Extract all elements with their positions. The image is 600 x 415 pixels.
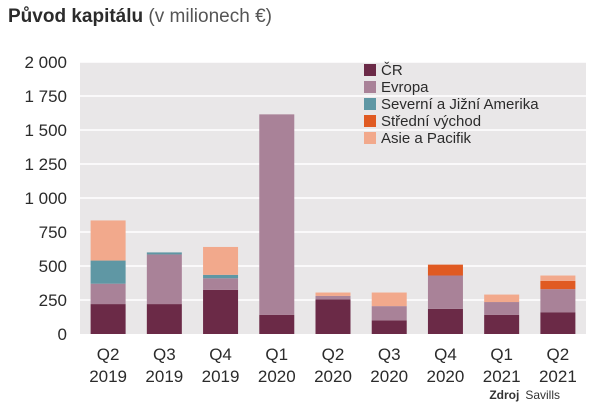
- x-tick-label-quarter: Q2: [547, 345, 570, 364]
- bar-segment: [259, 314, 295, 334]
- legend-label: Evropa: [381, 79, 429, 96]
- y-tick-label: 0: [58, 325, 67, 344]
- y-tick-label: 250: [39, 291, 67, 310]
- bar-segment: [371, 292, 407, 307]
- y-tick-label: 500: [39, 257, 67, 276]
- bar-segment: [203, 278, 239, 290]
- bar-segment: [427, 264, 463, 276]
- y-tick-label: 1 750: [24, 87, 67, 106]
- legend-swatch: [364, 64, 376, 76]
- y-tick-label: 1 500: [24, 121, 67, 140]
- source-note: Zdroj Savills: [489, 388, 560, 402]
- bar-segment: [427, 275, 463, 309]
- chart-title: Původ kapitálu (v milionech €): [8, 6, 272, 28]
- source-value: Savills: [525, 388, 560, 402]
- legend-swatch: [364, 115, 376, 127]
- x-tick-label-year: 2021: [539, 367, 577, 386]
- bar-segment: [90, 220, 126, 261]
- legend-swatch: [364, 98, 376, 110]
- bar-segment: [540, 275, 576, 281]
- x-tick-label-quarter: Q1: [265, 345, 288, 364]
- x-tick-label-year: 2019: [89, 367, 127, 386]
- source-label: Zdroj: [489, 388, 520, 402]
- x-tick-label-year: 2020: [427, 367, 465, 386]
- legend-label: Asie a Pacifik: [381, 130, 472, 147]
- chart-title-unit: (v milionech €): [148, 6, 272, 27]
- x-tick-label-quarter: Q4: [434, 345, 457, 364]
- y-tick-label: 750: [39, 223, 67, 242]
- x-tick-label-year: 2020: [258, 367, 296, 386]
- x-tick-label-year: 2019: [145, 367, 183, 386]
- bar-segment: [203, 289, 239, 334]
- y-tick-label: 1 250: [24, 155, 67, 174]
- x-tick-label-year: 2020: [370, 367, 408, 386]
- bar-segment: [484, 294, 520, 303]
- bar-segment: [371, 320, 407, 334]
- x-tick-label-quarter: Q2: [322, 345, 345, 364]
- y-tick-label: 2 000: [24, 53, 67, 72]
- legend-label: Střední východ: [381, 113, 481, 130]
- x-tick-label-quarter: Q1: [490, 345, 513, 364]
- x-tick-label-year: 2019: [202, 367, 240, 386]
- bar-segment: [315, 292, 351, 296]
- legend-swatch: [364, 132, 376, 144]
- bar-segment: [146, 252, 182, 255]
- bar-segment: [146, 304, 182, 334]
- y-tick-label: 1 000: [24, 189, 67, 208]
- chart-title-bold: Původ kapitálu: [8, 6, 144, 27]
- bar-segment: [90, 283, 126, 305]
- bar-segment: [540, 312, 576, 334]
- bar-segment: [484, 302, 520, 315]
- bar-segment: [203, 274, 239, 279]
- bar-segment: [90, 260, 126, 284]
- bar-segment: [315, 295, 351, 300]
- bar-segment: [259, 114, 295, 315]
- bar-segment: [146, 254, 182, 305]
- bar-segment: [203, 246, 239, 275]
- x-tick-label-quarter: Q3: [378, 345, 401, 364]
- x-tick-label-year: 2021: [483, 367, 521, 386]
- bar-segment: [90, 304, 126, 334]
- bar-segment: [540, 289, 576, 313]
- x-tick-label-quarter: Q3: [153, 345, 176, 364]
- bar-segment: [484, 314, 520, 334]
- bar-segment: [315, 299, 351, 334]
- x-tick-label-year: 2020: [314, 367, 352, 386]
- bar-segment: [371, 306, 407, 321]
- x-tick-label-quarter: Q2: [97, 345, 120, 364]
- bar-segment: [540, 280, 576, 290]
- legend-label: ČR: [381, 62, 403, 79]
- bar-segment: [427, 308, 463, 334]
- x-tick-label-quarter: Q4: [209, 345, 232, 364]
- legend-swatch: [364, 81, 376, 93]
- legend-label: Severní a Jižní Amerika: [381, 96, 539, 113]
